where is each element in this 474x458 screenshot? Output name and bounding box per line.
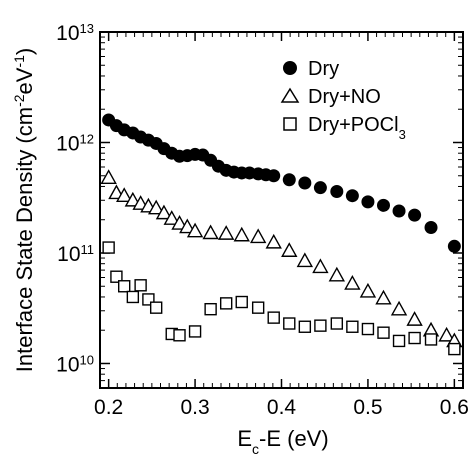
x-tick-label: 0.5 bbox=[353, 396, 382, 419]
data-point-dry-no bbox=[155, 204, 173, 220]
data-point-dry-no bbox=[406, 311, 423, 326]
data-point-dry-no bbox=[438, 326, 455, 342]
data-point-dry-no bbox=[202, 224, 219, 240]
data-point-dry-no bbox=[179, 218, 196, 234]
data-point-dry-no bbox=[390, 300, 408, 316]
x-tick-label: 0.4 bbox=[267, 396, 297, 419]
data-point-dry bbox=[376, 198, 390, 212]
axis-ticks bbox=[99, 31, 464, 389]
data-point-dry-pocl3 bbox=[424, 333, 438, 346]
data-point-dry-pocl3 bbox=[361, 322, 375, 336]
y-tick-label: 1013 bbox=[56, 21, 94, 46]
y-tick-label: 1010 bbox=[56, 352, 94, 377]
data-point-dry bbox=[267, 169, 281, 183]
y-tick-labels: 1010 1011 1012 1013 bbox=[56, 21, 94, 377]
x-tick-label: 0.3 bbox=[180, 396, 209, 419]
data-point-dry-pocl3 bbox=[392, 334, 406, 348]
data-point-dry-pocl3 bbox=[235, 295, 248, 309]
data-point-dry bbox=[298, 176, 312, 190]
data-point-dry-pocl3 bbox=[330, 317, 344, 330]
data-point-dry-no bbox=[249, 228, 267, 244]
data-point-dry-no bbox=[163, 210, 180, 225]
data-point-dry-pocl3 bbox=[377, 326, 390, 339]
data-point-dry-pocl3 bbox=[204, 302, 217, 316]
x-tick-labels: 0.2 0.3 0.4 0.5 0.6 bbox=[94, 396, 469, 419]
data-point-dry-pocl3 bbox=[117, 280, 131, 293]
data-point-dry-no bbox=[375, 289, 392, 305]
x-axis-title: Ec-E (eV) bbox=[237, 426, 328, 457]
data-point-dry-no bbox=[100, 169, 117, 185]
legend-marker-dry-no bbox=[280, 87, 300, 103]
data-point-dry-no bbox=[265, 233, 282, 249]
data-point-dry-pocl3 bbox=[173, 329, 186, 342]
data-point-dry-pocl3 bbox=[134, 279, 147, 292]
data-point-dry-no bbox=[186, 222, 204, 238]
data-point-dry-no bbox=[296, 252, 314, 268]
data-point-dry bbox=[424, 221, 438, 235]
y-axis-title: Interface State Density (cm-2eV-1) bbox=[11, 48, 37, 372]
data-point-dry-pocl3 bbox=[448, 342, 461, 356]
data-point-dry-pocl3 bbox=[314, 319, 327, 332]
data-markers bbox=[100, 113, 463, 356]
x-tick-label: 0.2 bbox=[94, 396, 123, 419]
data-point-dry-no bbox=[328, 266, 346, 282]
data-point-dry bbox=[313, 181, 327, 195]
data-point-dry bbox=[361, 195, 375, 209]
data-point-dry-no bbox=[312, 258, 329, 274]
data-point-dry-pocl3 bbox=[251, 301, 265, 314]
data-point-dry-no bbox=[217, 225, 235, 240]
y-tick-label: 1011 bbox=[57, 241, 94, 266]
data-point-dry bbox=[408, 208, 422, 222]
data-point-dry-pocl3 bbox=[219, 297, 233, 310]
y-tick-label: 1012 bbox=[56, 131, 94, 156]
data-point-dry-pocl3 bbox=[346, 320, 359, 333]
data-point-dry-no bbox=[344, 275, 361, 290]
data-point-dry-no bbox=[147, 199, 165, 215]
data-point-dry-pocl3 bbox=[408, 331, 421, 345]
legend-label-dry: Dry bbox=[308, 58, 339, 80]
data-point-dry-pocl3 bbox=[126, 290, 140, 304]
data-point-dry-no bbox=[359, 282, 377, 298]
data-point-dry bbox=[282, 173, 296, 187]
data-point-dry bbox=[330, 185, 344, 199]
x-tick-label: 0.6 bbox=[440, 396, 469, 419]
data-point-dry-no bbox=[116, 187, 133, 202]
legend-marker-dry-pocl3 bbox=[283, 117, 297, 131]
legend-marker-dry bbox=[283, 61, 297, 75]
data-point-dry-pocl3 bbox=[298, 320, 312, 333]
data-point-dry bbox=[447, 239, 461, 253]
data-point-dry-pocl3 bbox=[142, 293, 155, 306]
data-point-dry-no bbox=[281, 242, 298, 257]
data-point-dry bbox=[345, 189, 359, 203]
legend: Dry Dry+NO Dry+POCl3 bbox=[280, 58, 406, 142]
data-point-dry-pocl3 bbox=[267, 311, 280, 324]
data-point-dry bbox=[392, 204, 406, 218]
data-point-dry-pocl3 bbox=[110, 270, 123, 283]
data-point-dry-no bbox=[124, 191, 142, 207]
data-point-dry-no bbox=[233, 226, 250, 242]
data-point-dry-no bbox=[171, 215, 188, 230]
legend-label-dry-pocl3: Dry+POCl3 bbox=[308, 114, 406, 142]
data-point-dry-pocl3 bbox=[102, 241, 115, 254]
data-point-dry-pocl3 bbox=[283, 317, 296, 330]
data-point-dry-pocl3 bbox=[149, 301, 163, 314]
data-point-dry-pocl3 bbox=[188, 325, 202, 338]
legend-label-dry-no: Dry+NO bbox=[308, 86, 381, 108]
